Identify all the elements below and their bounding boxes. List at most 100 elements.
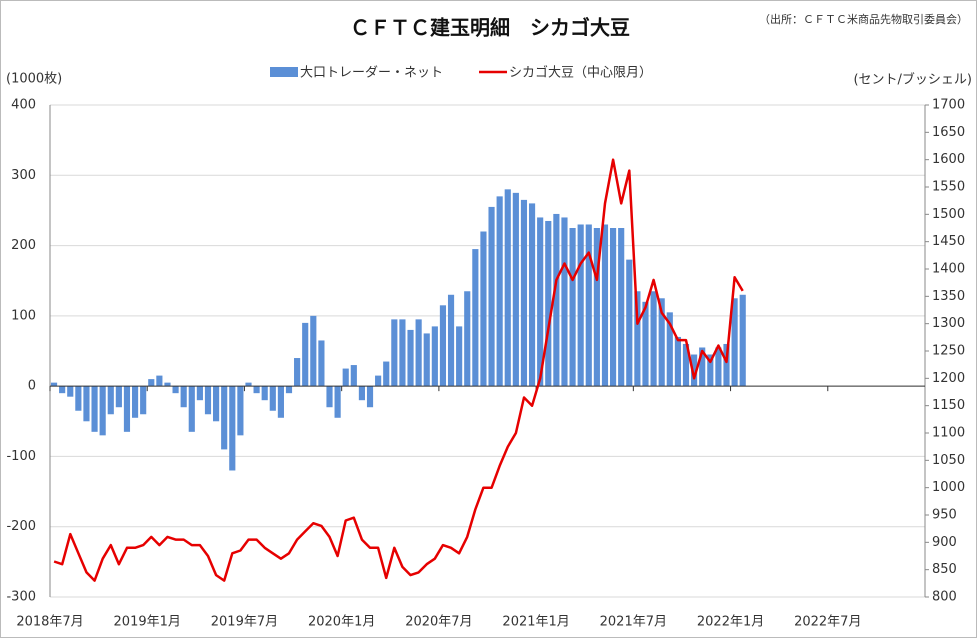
bar xyxy=(294,358,301,387)
bar xyxy=(50,382,58,387)
legend-label: 大口トレーダー・ネット xyxy=(300,66,443,81)
bar xyxy=(237,386,244,436)
bar xyxy=(342,368,349,387)
bar xyxy=(642,301,649,387)
bar xyxy=(456,326,463,387)
bar xyxy=(407,329,414,387)
bar xyxy=(447,294,455,387)
bar xyxy=(164,382,171,387)
x-tick-label: 2021年1月 xyxy=(502,615,569,630)
bar xyxy=(658,298,665,387)
bar xyxy=(423,333,430,387)
y2-tick-label: 1150 xyxy=(932,398,965,413)
y-axis-label: (1000枚) xyxy=(6,72,62,87)
y2-tick-label: 1300 xyxy=(932,316,965,331)
y-tick-label: 0 xyxy=(28,379,36,394)
bar xyxy=(674,336,681,387)
x-tick-label: 2019年1月 xyxy=(114,615,181,630)
bar xyxy=(326,386,333,408)
bar xyxy=(431,326,438,387)
y2-tick-label: 1050 xyxy=(932,453,965,468)
y2-tick-label: 1250 xyxy=(932,344,965,359)
bar xyxy=(601,224,609,387)
y2-tick-label: 850 xyxy=(932,562,957,577)
bar xyxy=(528,203,536,387)
bar xyxy=(464,291,471,387)
bar xyxy=(666,312,673,387)
bar xyxy=(83,386,90,422)
y-tick-label: -300 xyxy=(6,590,36,605)
bar xyxy=(196,386,203,401)
y2-tick-label: 1700 xyxy=(932,98,965,113)
y2-axis-label: (セント/ブッシェル) xyxy=(853,72,972,88)
bar xyxy=(731,298,738,387)
bar xyxy=(253,386,260,394)
bar xyxy=(221,386,228,450)
bar xyxy=(520,199,528,387)
bar xyxy=(699,347,706,387)
bar xyxy=(261,386,268,401)
y-tick-label: 200 xyxy=(11,238,36,253)
y2-tick-label: 1600 xyxy=(932,152,965,167)
bar xyxy=(545,220,552,387)
bar xyxy=(691,354,698,387)
bar xyxy=(115,386,122,408)
y2-tick-label: 800 xyxy=(932,590,957,605)
bar xyxy=(285,386,293,394)
source-note: （出所：ＣＦＴＣ米商品先物取引委員会） xyxy=(759,12,968,26)
bar xyxy=(707,354,714,387)
y2-tick-label: 900 xyxy=(932,535,957,550)
bar xyxy=(553,213,560,387)
bar xyxy=(585,224,592,387)
y2-tick-label: 1100 xyxy=(932,426,965,441)
bar xyxy=(569,228,576,387)
bar xyxy=(682,343,690,387)
bar xyxy=(99,386,106,436)
legend-swatch xyxy=(270,67,298,77)
chart-title: ＣＦＴＣ建玉明細 シカゴ大豆 xyxy=(350,16,630,40)
bar xyxy=(472,249,479,387)
line xyxy=(53,158,744,582)
bar xyxy=(188,386,195,432)
bar xyxy=(610,228,617,387)
bar xyxy=(537,217,544,387)
x-tick-label: 2019年7月 xyxy=(211,615,278,630)
bar xyxy=(107,386,114,415)
bar xyxy=(577,224,584,387)
bar xyxy=(634,291,641,387)
y-tick-label: 100 xyxy=(11,308,36,323)
y2-tick-label: 1400 xyxy=(932,262,965,277)
bar xyxy=(123,386,131,432)
bar xyxy=(391,319,398,387)
bar xyxy=(504,189,511,387)
bar xyxy=(204,386,212,415)
bar xyxy=(229,386,236,471)
bar xyxy=(180,386,187,408)
bar xyxy=(59,386,66,394)
bar xyxy=(439,305,447,387)
x-tick-label: 2021年7月 xyxy=(600,615,667,630)
bar xyxy=(140,386,147,415)
bar xyxy=(561,217,568,387)
bar xyxy=(715,347,722,387)
y2-tick-label: 1550 xyxy=(932,180,965,195)
y2-tick-label: 1450 xyxy=(932,234,965,249)
bar xyxy=(131,386,139,418)
bar xyxy=(302,322,309,387)
y-tick-label: -100 xyxy=(6,449,36,464)
bar xyxy=(269,386,276,411)
y2-tick-label: 1650 xyxy=(932,125,965,140)
bar xyxy=(480,231,487,387)
bar xyxy=(618,228,625,387)
y2-tick-label: 1350 xyxy=(932,289,965,304)
y2-tick-label: 950 xyxy=(932,508,957,523)
y-tick-label: 300 xyxy=(11,168,36,183)
bar xyxy=(375,375,382,387)
bar xyxy=(213,386,220,422)
bar xyxy=(383,361,390,387)
bar xyxy=(350,365,357,387)
bar xyxy=(91,386,98,432)
bar xyxy=(593,228,600,387)
x-tick-label: 2022年1月 xyxy=(697,615,764,630)
